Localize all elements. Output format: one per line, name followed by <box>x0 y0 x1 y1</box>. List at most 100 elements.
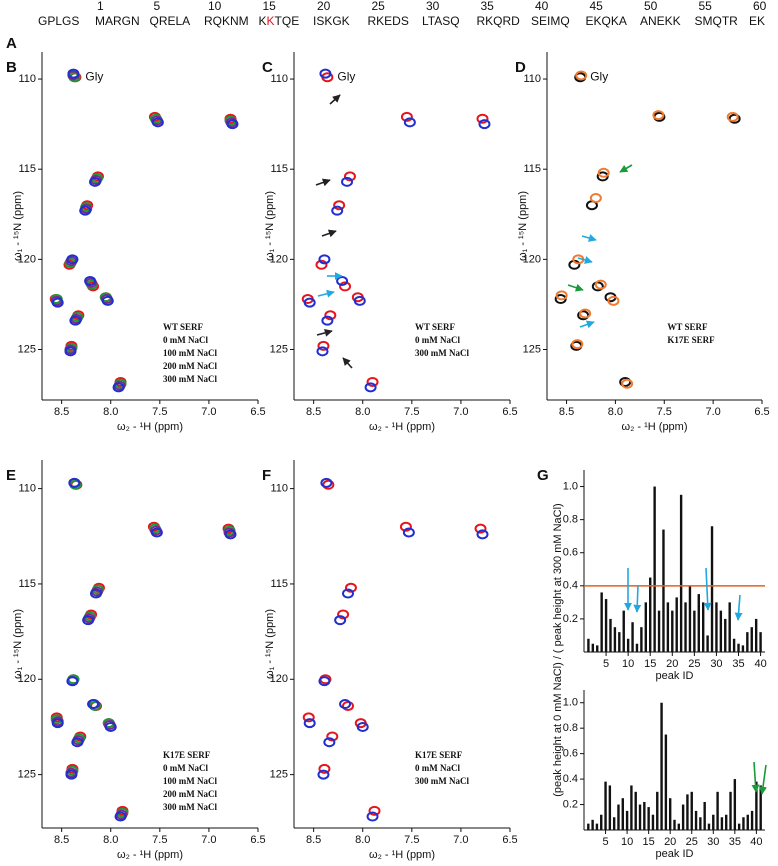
residue-number: 5 <box>154 0 161 13</box>
peak <box>597 167 610 178</box>
peak <box>577 310 590 321</box>
bar <box>675 597 678 652</box>
x-axis-label: ω₂ - ¹H (ppm) <box>621 421 687 433</box>
bar <box>656 791 659 830</box>
x-tick-label: 7.0 <box>705 406 720 418</box>
peak-annotation: Gly <box>337 69 355 83</box>
bar <box>750 627 753 652</box>
residue-number: 50 <box>644 0 658 13</box>
legend-title: K17E SERF <box>163 750 211 760</box>
panel-label: B <box>6 59 17 76</box>
legend-title: WT SERF <box>415 322 456 332</box>
y-tick-label: 125 <box>523 343 541 355</box>
peak <box>317 769 330 780</box>
legend-entry: 100 mM NaCl <box>163 348 217 358</box>
x-tick-label: 7.0 <box>453 406 468 418</box>
x-tick-label: 35 <box>729 836 741 848</box>
peak <box>90 588 102 599</box>
x-tick-label: 7.5 <box>657 406 672 418</box>
bar <box>733 779 737 830</box>
bar <box>706 635 709 652</box>
legend-entry: 300 mM NaCl <box>163 802 217 812</box>
x-tick-label: 20 <box>666 658 678 670</box>
peak <box>101 295 114 306</box>
peak <box>476 113 489 124</box>
bar <box>634 791 637 830</box>
bar <box>635 643 639 652</box>
bar <box>608 785 612 830</box>
bar <box>657 610 661 652</box>
peak <box>318 254 331 265</box>
peak <box>64 346 77 357</box>
x-tick-label: 10 <box>621 836 633 848</box>
y-axis-label: (peak height at 0 mM NaCl) / ( peak heig… <box>552 503 564 796</box>
x-tick-label: 5 <box>603 658 609 670</box>
y-tick-label: 120 <box>270 673 288 685</box>
bar <box>737 643 740 652</box>
residue-number: 60 <box>753 0 767 13</box>
peak <box>318 763 331 774</box>
peak <box>333 200 346 211</box>
y-tick-label: 110 <box>270 73 288 85</box>
peak <box>112 382 125 393</box>
peak <box>366 376 379 387</box>
bar <box>643 802 646 830</box>
residue-number: 20 <box>317 0 331 13</box>
peak <box>319 68 332 79</box>
y-tick-label: 120 <box>523 253 541 265</box>
y-axis-label: ω₁ - ¹⁵N (ppm) <box>264 609 276 679</box>
bar <box>742 817 745 830</box>
bar <box>677 823 681 830</box>
residue-group: EKQKA <box>586 14 627 28</box>
bar <box>732 638 736 652</box>
peak <box>619 376 632 387</box>
peak <box>317 340 330 351</box>
y-tick-label: 115 <box>270 578 288 590</box>
residue-group: RKQRD <box>477 14 521 28</box>
y-tick-label: 125 <box>18 343 36 355</box>
residue-group: SMQTR <box>695 14 739 28</box>
residue-group: ISKGK <box>313 14 350 28</box>
peak <box>66 676 79 687</box>
peak <box>591 281 604 292</box>
x-tick-label: 8.0 <box>355 406 370 418</box>
peak <box>303 718 316 729</box>
peak <box>579 308 592 319</box>
peak <box>84 275 97 286</box>
bar <box>604 781 607 830</box>
x-tick-label: 35 <box>732 658 744 670</box>
x-tick-label: 6.5 <box>250 834 265 846</box>
peak <box>341 176 354 187</box>
bar <box>596 645 599 652</box>
peak <box>321 315 334 326</box>
legend-entry: 0 mM NaCl <box>163 335 208 345</box>
peak <box>607 295 620 306</box>
peak <box>474 523 487 534</box>
bar <box>729 791 732 830</box>
residue-number: 10 <box>208 0 222 13</box>
peak <box>87 699 100 710</box>
x-axis-label: peak ID <box>656 848 694 860</box>
bar <box>600 592 603 652</box>
y-tick-label: 115 <box>523 163 541 175</box>
legend-entry: WT SERF <box>667 322 708 332</box>
residue-number: 1 <box>97 0 104 13</box>
bar <box>707 823 711 830</box>
x-tick-label: 6.5 <box>502 834 517 846</box>
y-tick-label: 0.2 <box>563 613 578 625</box>
x-tick-label: 7.5 <box>404 406 419 418</box>
residue-group: RKEDS <box>368 14 409 28</box>
bar <box>631 622 634 652</box>
bar <box>701 602 705 652</box>
peak <box>399 521 412 532</box>
residue-number: 15 <box>263 0 277 13</box>
peak <box>353 295 366 306</box>
peak <box>403 117 416 128</box>
bar <box>755 781 758 830</box>
peak <box>334 615 347 626</box>
residue: K <box>267 14 275 28</box>
y-tick-label: 0.8 <box>563 514 578 526</box>
y-tick-label: 125 <box>18 769 36 781</box>
peak <box>66 254 79 265</box>
peak <box>366 811 379 822</box>
